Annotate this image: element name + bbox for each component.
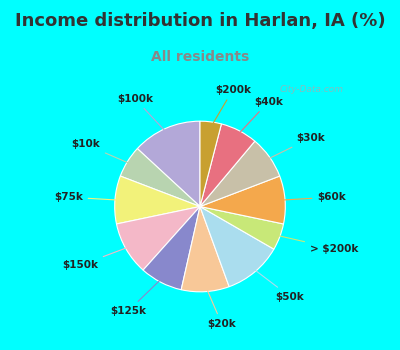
Wedge shape [115,176,200,224]
Wedge shape [200,141,280,206]
Text: $75k: $75k [54,192,119,202]
Text: $150k: $150k [62,247,130,270]
Text: $200k: $200k [211,85,251,126]
Text: $10k: $10k [71,139,131,164]
Text: City-Data.com: City-Data.com [280,85,344,94]
Wedge shape [181,206,229,292]
Text: All residents: All residents [151,50,249,64]
Wedge shape [116,206,200,270]
Text: $100k: $100k [117,94,167,133]
Wedge shape [137,121,200,206]
Wedge shape [200,206,284,249]
Text: Income distribution in Harlan, IA (%): Income distribution in Harlan, IA (%) [15,12,385,30]
Text: $125k: $125k [110,278,162,316]
Wedge shape [120,149,200,206]
Wedge shape [200,121,222,206]
Wedge shape [200,124,255,206]
Text: $50k: $50k [253,268,304,302]
Text: > $200k: > $200k [276,235,358,253]
Text: $30k: $30k [266,133,325,160]
Text: $40k: $40k [238,97,283,135]
Wedge shape [200,206,274,287]
Wedge shape [200,176,285,224]
Wedge shape [143,206,200,290]
Text: $60k: $60k [281,192,346,202]
Text: $20k: $20k [206,287,236,329]
